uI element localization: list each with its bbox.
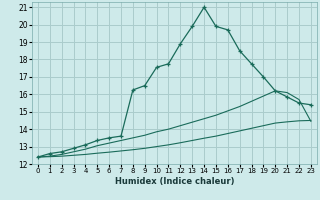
X-axis label: Humidex (Indice chaleur): Humidex (Indice chaleur) xyxy=(115,177,234,186)
